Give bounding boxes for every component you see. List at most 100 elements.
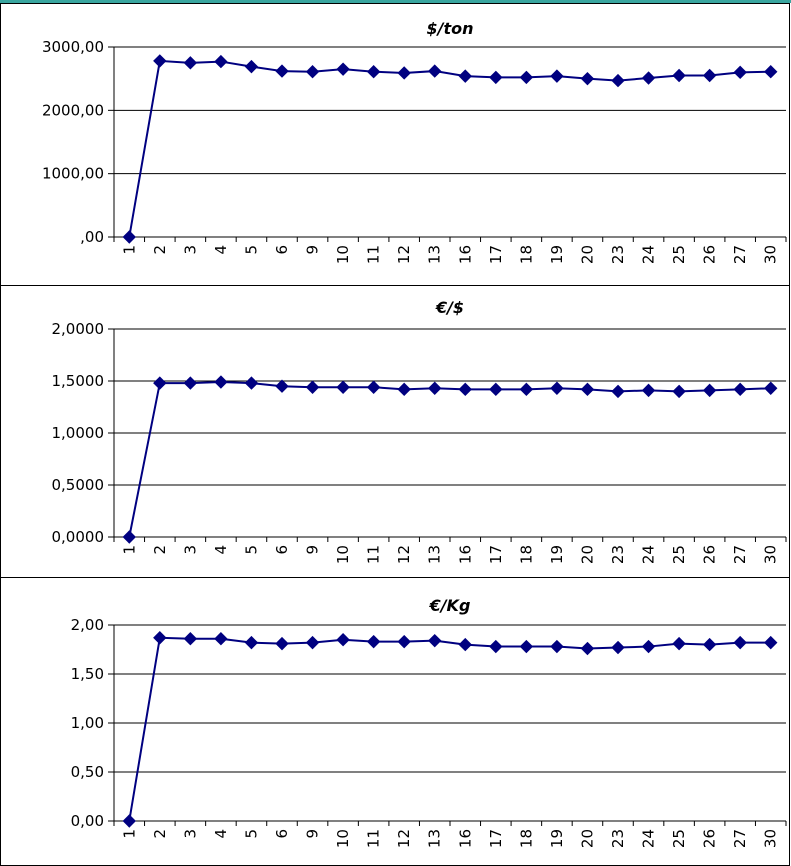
chart-3-x-tick-label: 5: [242, 829, 260, 839]
chart-2-point: [244, 376, 259, 390]
chart-panel-usd-per-ton: $/ton ,00 1000,00 2000,00 3000,00 1 2 3 4 5 6 9 10 11…: [0, 3, 790, 286]
chart-1-point: [519, 70, 534, 85]
chart-3-point: [611, 640, 625, 655]
chart-1-x-tick-label: 25: [670, 245, 688, 264]
chart-3-point: [428, 633, 442, 648]
chart-3-x-tick-label: 20: [578, 829, 596, 848]
chart-3-point: [214, 632, 228, 646]
chart-1-x-tick-label: 30: [762, 245, 780, 264]
chart-1-point: [366, 64, 381, 79]
chart-1-x-tick-label: 18: [517, 245, 535, 264]
chart-1-y-tick-label: 3000,00: [42, 38, 104, 56]
chart-3-x-tick-label: 30: [762, 829, 780, 848]
chart-3-point: [305, 635, 320, 650]
chart-1-title: $/ton: [426, 19, 473, 38]
chart-1-x-tick-label: 19: [548, 245, 566, 264]
chart-2-point: [519, 382, 534, 397]
chart-3-point: [764, 635, 778, 650]
chart-2-y-tick-label: 1,0000: [52, 424, 105, 442]
chart-panel-eur-per-kg: €/Kg 0,00 0,50 1,00 1,50 2,00 1 2 3 4 5 6 9 10 11 12 13 1…: [0, 577, 790, 866]
chart-2-point: [764, 381, 778, 395]
chart-2-title: €/$: [435, 298, 464, 317]
chart-2-y-tick-label: 0,5000: [52, 476, 105, 494]
chart-3-x-tick-label: 11: [365, 829, 383, 848]
chart-2-point: [428, 381, 442, 395]
chart-2-point: [397, 382, 411, 397]
chart-3-x-tick-label: 4: [212, 829, 230, 839]
chart-1-x-tick-label: 5: [242, 245, 260, 255]
chart-3-point: [366, 634, 381, 649]
chart-3-title: €/Kg: [429, 596, 471, 615]
chart-2-x-tick-label: 16: [456, 545, 474, 564]
chart-2-x-tick-label: 12: [395, 545, 413, 564]
chart-3-x-tick-label: 17: [487, 829, 505, 848]
chart-3-point: [122, 814, 136, 828]
chart-1-x-tick-label: 3: [181, 245, 199, 255]
chart-1-x-tick-label: 6: [273, 245, 291, 255]
chart-3-point: [489, 639, 503, 654]
chart-2-x-tick-label: 10: [334, 545, 352, 564]
chart-3-x-tick-label: 13: [426, 829, 444, 848]
chart-2-point: [702, 383, 717, 398]
chart-2-point: [183, 376, 198, 390]
chart-2-x-tick-label: 26: [701, 545, 719, 564]
chart-2-x-tick-label: 11: [365, 545, 383, 564]
chart-2-point: [214, 375, 228, 389]
chart-1-point: [733, 65, 747, 80]
chart-1-point: [672, 68, 686, 83]
chart-3-point: [519, 639, 534, 654]
chart-2-x-tick-label: 23: [609, 545, 627, 564]
chart-1-x-tick-label: 20: [578, 245, 596, 264]
chart-3-x-tick-label: 19: [548, 829, 566, 848]
chart-3-x-tick-label: 1: [120, 829, 138, 839]
chart-1-point: [122, 230, 136, 244]
chart-3-y-tick-label: 2,00: [71, 616, 104, 634]
chart-2-x-tick-label: 25: [670, 545, 688, 564]
chart-3-point: [641, 639, 656, 654]
chart-1-point: [244, 59, 259, 74]
chart-1-x-tick-label: 24: [640, 245, 658, 264]
chart-2-x-tick-label: 1: [120, 545, 138, 555]
chart-3-point: [702, 637, 717, 652]
chart-2-x-tick-label: 17: [487, 545, 505, 564]
chart-1-point: [580, 71, 595, 86]
chart-3-point: [458, 637, 472, 652]
chart-1-point: [611, 73, 625, 88]
chart-1-y-tick-label: 1000,00: [42, 165, 104, 183]
chart-1-series-line: [128, 59, 771, 238]
chart-2-point: [122, 530, 136, 544]
chart-2-x-tick-label: 6: [273, 545, 291, 555]
chart-3-x-tick-label: 2: [151, 829, 169, 839]
chart-3-x-tick-label: 25: [670, 829, 688, 848]
chart-2-x-tick-label: 13: [426, 545, 444, 564]
chart-3-point: [580, 641, 595, 656]
chart-3-y-tick-label: 1,50: [71, 665, 104, 683]
chart-2-point: [305, 380, 320, 394]
chart-1-x-tick-label: 10: [334, 245, 352, 264]
chart-2-point: [641, 383, 656, 398]
chart-1-x-tick-label: 16: [456, 245, 474, 264]
chart-1-x-tick-label: 13: [426, 245, 444, 264]
chart-3-x-tick-label: 23: [609, 829, 627, 848]
chart-3-point: [336, 632, 350, 647]
chart-2-point: [733, 382, 747, 397]
chart-2-point: [366, 380, 381, 394]
chart-panel-eur-per-usd: €/$ 0,0000 0,5000 1,0000 1,5000 2,0000 1 2 3 4 5 6 9…: [0, 285, 790, 578]
chart-1-x-tick-label: 4: [212, 245, 230, 255]
chart-3-x-tick-label: 12: [395, 829, 413, 848]
chart-1-x-tick-label: 17: [487, 245, 505, 264]
chart-3-x-tick-label: 10: [334, 829, 352, 848]
chart-3-x-tick-label: 6: [273, 829, 291, 839]
chart-1-x-tick-label: 27: [731, 245, 749, 264]
chart-3-point: [183, 632, 198, 646]
chart-2-x-tick-label: 19: [548, 545, 566, 564]
chart-3-point: [672, 636, 686, 651]
chart-3-y-tick-label: 0,50: [71, 763, 104, 781]
chart-2-point: [336, 380, 350, 394]
chart-3-series-line: [128, 636, 771, 822]
chart-2-x-tick-label: 18: [517, 545, 535, 564]
chart-2-x-tick-label: 27: [731, 545, 749, 564]
chart-2-point: [580, 382, 595, 397]
chart-1-x-tick-label: 23: [609, 245, 627, 264]
